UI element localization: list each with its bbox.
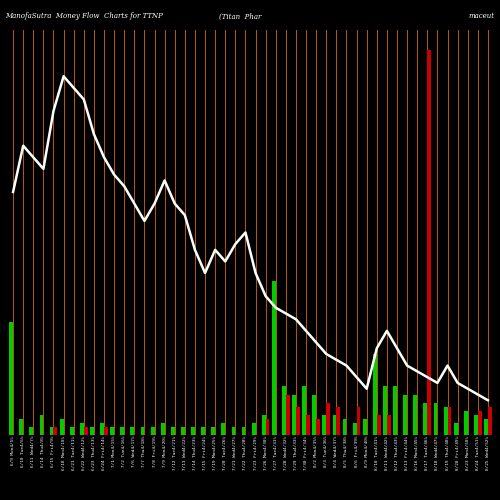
Bar [30,427,34,435]
Bar [332,415,336,435]
Bar [377,415,380,435]
Text: maceut: maceut [469,12,495,20]
Text: (Titan  Phar: (Titan Phar [219,12,261,20]
Bar [478,410,482,435]
Bar [242,427,246,435]
Bar [40,415,44,435]
Bar [282,386,286,435]
Bar [306,415,310,435]
Bar [363,419,366,435]
Bar [336,406,340,435]
Bar [356,406,360,435]
Bar [84,427,87,435]
Bar [130,427,134,435]
Bar [484,419,488,435]
Bar [404,394,407,435]
Bar [286,394,290,435]
Bar [212,427,215,435]
Bar [322,415,326,435]
Bar [262,415,266,435]
Bar [222,423,225,435]
Bar [266,419,270,435]
Bar [474,415,478,435]
Bar [104,427,108,435]
Bar [448,406,452,435]
Bar [60,419,64,435]
Bar [312,394,316,435]
Bar [50,427,54,435]
Bar [20,419,23,435]
Bar [488,406,492,435]
Bar [161,423,164,435]
Bar [80,423,84,435]
Bar [292,394,296,435]
Bar [316,419,320,435]
Bar [393,386,397,435]
Bar [424,402,428,435]
Bar [428,50,431,435]
Bar [444,406,448,435]
Bar [302,386,306,435]
Bar [100,423,104,435]
Bar [232,427,235,435]
Bar [191,427,195,435]
Bar [70,427,73,435]
Bar [296,406,300,435]
Bar [352,423,356,435]
Bar [383,386,387,435]
Bar [110,427,114,435]
Bar [414,394,417,435]
Text: ManofaSutra  Money Flow  Charts for TTNP: ManofaSutra Money Flow Charts for TTNP [5,12,163,20]
Bar [171,427,174,435]
Bar [252,423,256,435]
Bar [464,410,468,435]
Bar [9,322,13,435]
Bar [326,402,330,435]
Bar [387,415,390,435]
Bar [272,281,276,435]
Bar [201,427,205,435]
Bar [140,427,144,435]
Bar [434,402,438,435]
Bar [120,427,124,435]
Bar [54,427,58,435]
Bar [373,354,377,435]
Bar [90,427,94,435]
Bar [150,427,154,435]
Bar [454,423,458,435]
Bar [181,427,185,435]
Bar [342,419,346,435]
